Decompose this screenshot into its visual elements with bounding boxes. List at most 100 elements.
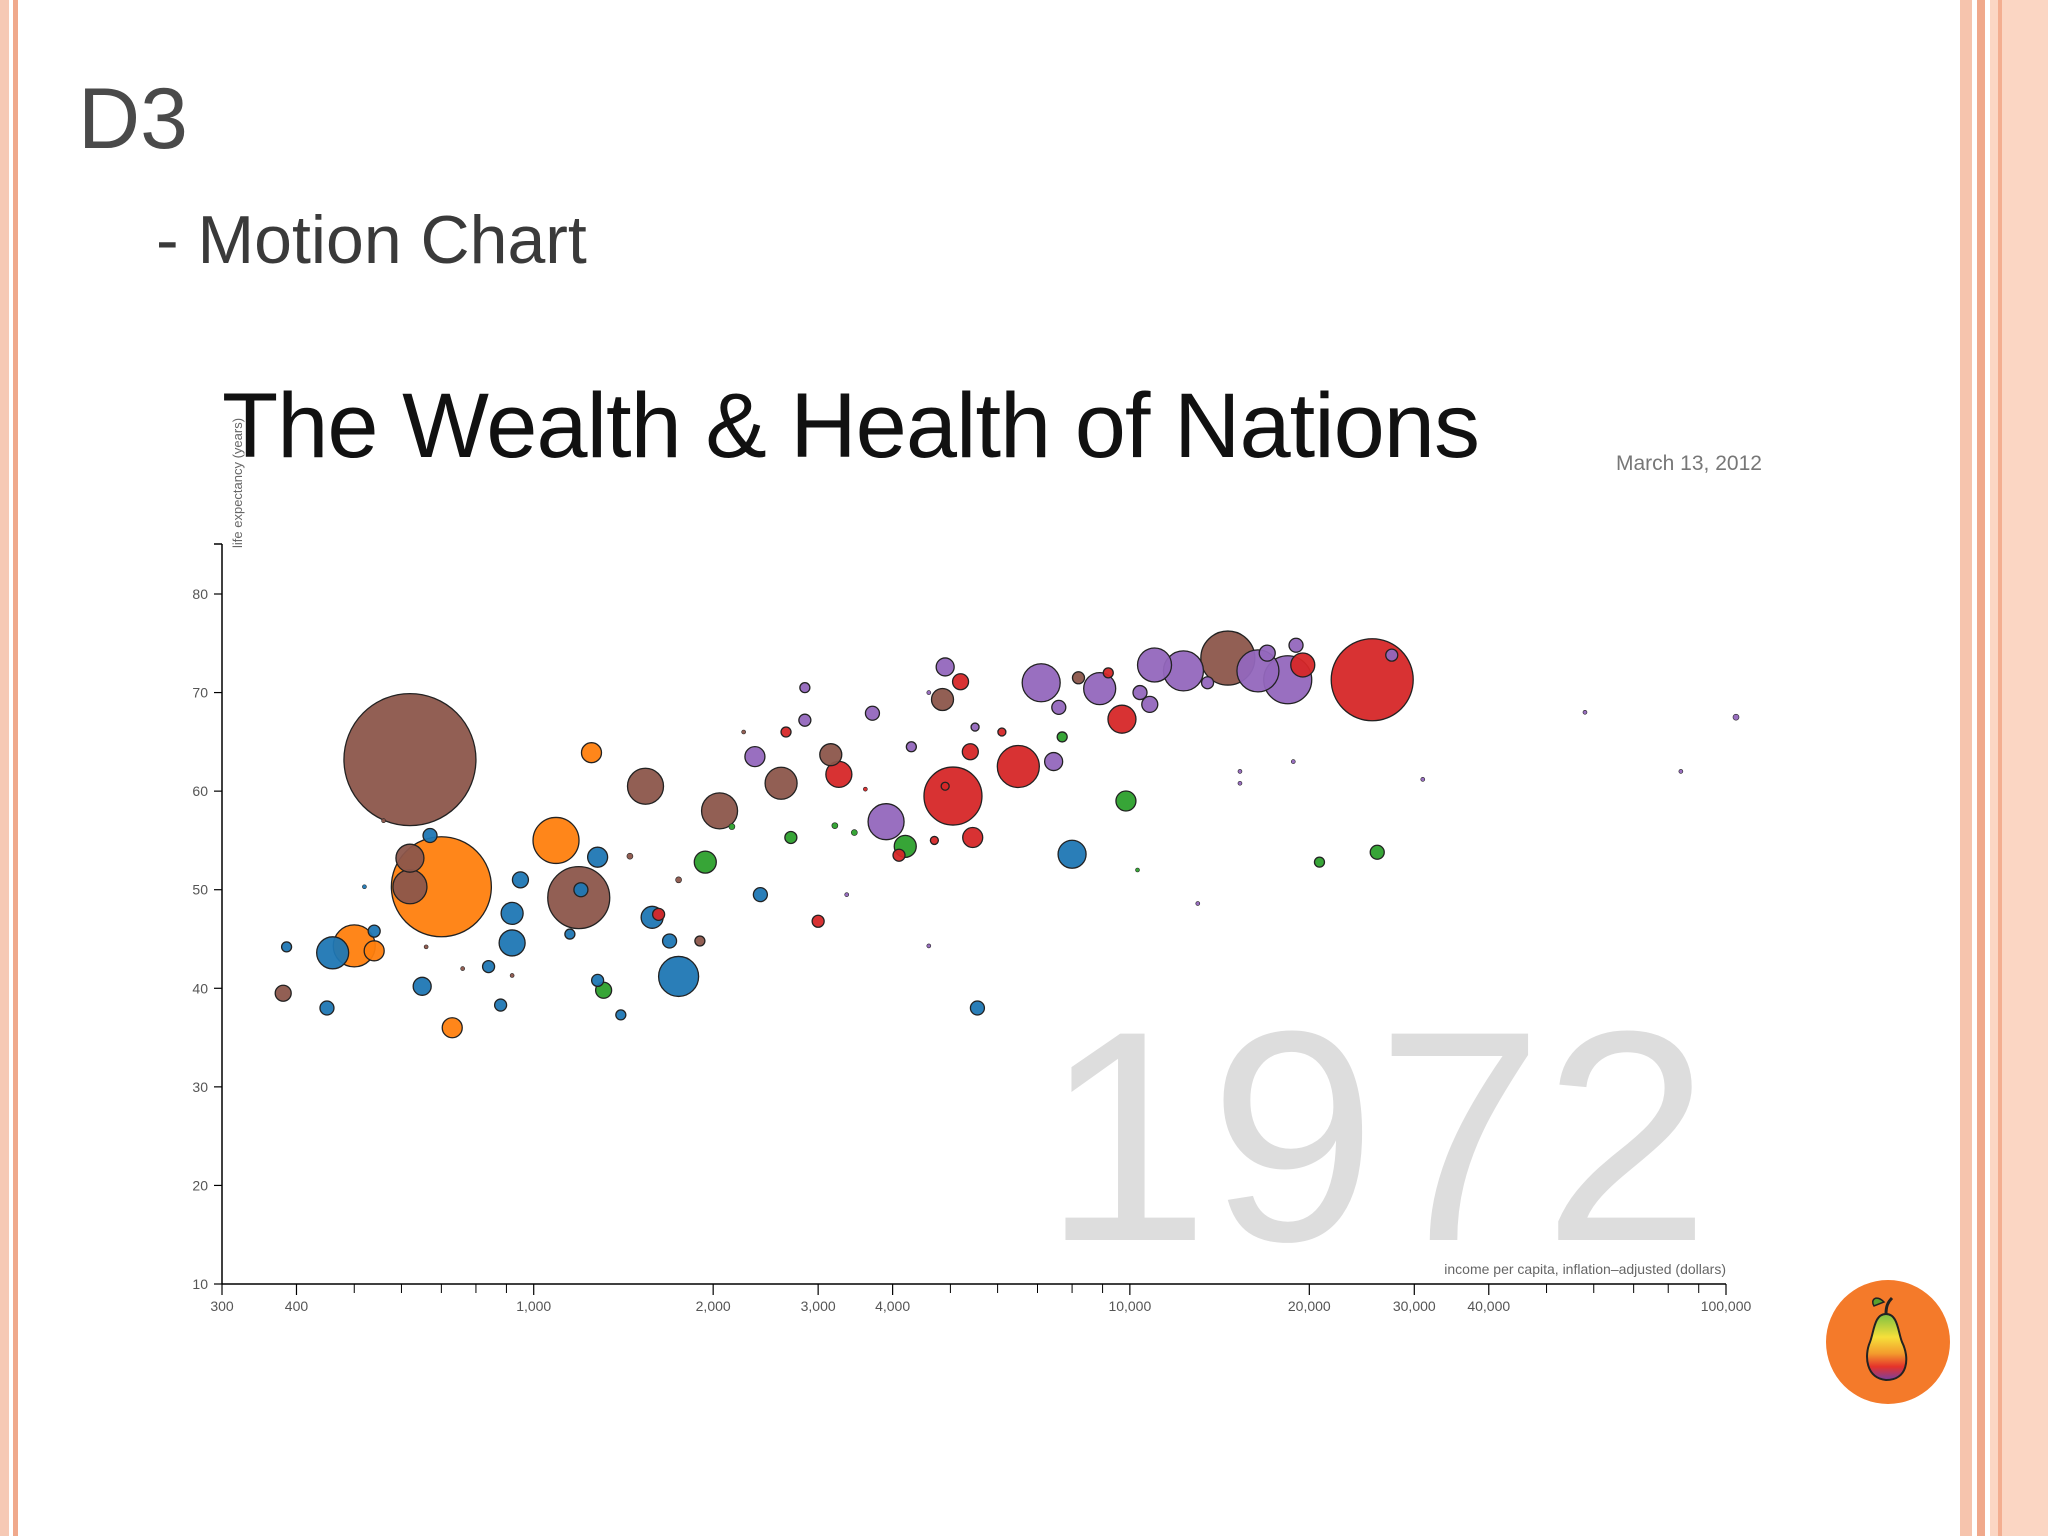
- bubble-brown: [274, 984, 292, 1002]
- bubble-blue: [586, 846, 609, 868]
- bubble-orange: [532, 816, 580, 865]
- bubble-red: [940, 781, 950, 791]
- bubble-purple: [1237, 769, 1243, 774]
- bubble-orange: [580, 742, 603, 764]
- x-tick-label: 40,000: [1467, 1298, 1510, 1314]
- bubble-blue: [316, 936, 350, 970]
- y-tick-label: 10: [192, 1276, 208, 1292]
- bubble-green: [1369, 844, 1385, 860]
- bubble-purple: [1288, 637, 1304, 653]
- bubble-red: [951, 673, 970, 691]
- bubble-purple: [864, 705, 881, 721]
- bubble-red: [961, 743, 979, 761]
- x-tick-label: 400: [285, 1298, 309, 1314]
- bubble-brown: [819, 743, 843, 767]
- bubble-purple: [1051, 699, 1067, 716]
- bubble-red: [811, 914, 825, 928]
- bubble-red: [1102, 667, 1114, 679]
- bubble-brown: [764, 766, 798, 800]
- bubble-purple: [744, 745, 766, 768]
- bubble-blue: [615, 1009, 627, 1021]
- bubble-purple: [1141, 695, 1159, 714]
- chart-title: The Wealth & Health of Nations: [222, 375, 1480, 477]
- bubble-blue: [367, 924, 381, 938]
- bubble-brown: [423, 944, 429, 950]
- bubble-green: [1135, 867, 1140, 873]
- bubble-blue: [752, 886, 769, 903]
- bubble-blue: [362, 884, 367, 890]
- x-tick-label: 10,000: [1108, 1298, 1151, 1314]
- bubble-brown: [930, 687, 955, 712]
- bubble-purple: [1678, 769, 1684, 774]
- bubble-purple: [926, 943, 932, 949]
- bubble-purple: [1200, 676, 1215, 690]
- bubble-red: [863, 786, 868, 792]
- slide-border-right-d: [1998, 0, 2002, 1536]
- bubble-red: [923, 766, 983, 826]
- bubble-red: [1330, 638, 1414, 722]
- x-tick-label: 2,000: [696, 1298, 731, 1314]
- bubble-red: [1107, 704, 1137, 734]
- bubble-blue: [493, 998, 508, 1012]
- bubble-brown: [1071, 671, 1086, 685]
- bubble-purple: [844, 892, 850, 897]
- bubble-purple: [799, 681, 811, 694]
- bubble-blue: [657, 955, 700, 998]
- x-axis-label: income per capita, inflation–adjusted (d…: [1444, 1261, 1726, 1277]
- bubble-purple: [970, 722, 980, 732]
- bubble-blue: [511, 871, 530, 889]
- bubble-blue: [590, 973, 605, 988]
- bubble-brown: [741, 729, 746, 735]
- chart-date: March 13, 2012: [1616, 452, 1762, 475]
- slide-border-left-outer: [0, 0, 9, 1536]
- bubble-brown: [626, 767, 665, 805]
- bubble-green: [728, 823, 736, 830]
- x-tick-label: 20,000: [1288, 1298, 1331, 1314]
- bubble-purple: [1195, 901, 1201, 906]
- x-tick-label: 30,000: [1393, 1298, 1436, 1314]
- bubble-blue: [498, 929, 526, 957]
- slide-bullet: - Motion Chart: [156, 202, 587, 278]
- bubble-purple: [1732, 713, 1740, 721]
- slide-border-right-b: [1977, 0, 1985, 1536]
- bubble-purple: [1385, 648, 1399, 662]
- bubble-brown: [675, 876, 682, 884]
- slide-border-right-a: [1960, 0, 1972, 1536]
- bubble-green: [1115, 790, 1137, 812]
- bubble-brown: [381, 818, 386, 824]
- x-tick-label: 1,000: [516, 1298, 551, 1314]
- bubble-red: [892, 848, 906, 862]
- bubble-red: [962, 826, 984, 849]
- bubble-red: [929, 835, 940, 846]
- bubble-purple: [1043, 751, 1064, 772]
- bubble-purple: [1136, 647, 1173, 683]
- bubble-red: [780, 726, 792, 738]
- bubble-blue: [1057, 839, 1087, 869]
- bubble-green: [1056, 731, 1068, 743]
- bubble-brown: [395, 843, 425, 873]
- bubble-blue: [412, 976, 432, 996]
- y-tick-label: 60: [192, 783, 208, 799]
- x-tick-label: 300: [210, 1298, 234, 1314]
- bubble-brown: [392, 869, 428, 905]
- y-tick-label: 70: [192, 685, 208, 701]
- y-tick-label: 30: [192, 1079, 208, 1095]
- bubble-brown: [694, 935, 706, 947]
- bubble-blue: [500, 901, 524, 926]
- bubble-blue: [319, 1000, 335, 1016]
- bubble-brown: [509, 973, 515, 978]
- bubble-brown: [343, 692, 477, 827]
- y-tick-label: 20: [192, 1177, 208, 1193]
- bubble-purple: [905, 741, 917, 753]
- bubble-orange: [441, 1017, 463, 1039]
- bubble-purple: [1582, 709, 1588, 715]
- x-tick-label: 100,000: [1701, 1298, 1752, 1314]
- bubble-red: [996, 744, 1040, 789]
- y-tick-label: 40: [192, 980, 208, 996]
- bubble-orange: [363, 940, 385, 962]
- bubble-red: [651, 907, 666, 922]
- bubble-brown: [626, 852, 634, 860]
- bubble-brown: [700, 792, 739, 830]
- y-axis-label: life expectancy (years): [230, 418, 245, 548]
- bubble-red: [997, 727, 1007, 737]
